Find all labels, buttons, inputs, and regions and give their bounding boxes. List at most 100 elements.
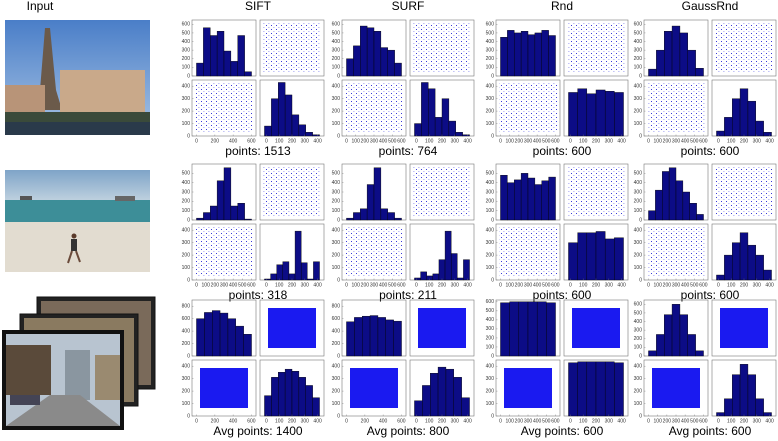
histogram-bar <box>210 35 218 77</box>
y-tick-label: 100 <box>332 401 341 407</box>
scatter-area <box>720 308 768 348</box>
y-tick-label: 300 <box>486 240 495 246</box>
histogram-bar <box>430 373 439 417</box>
histogram-bar <box>366 184 375 221</box>
y-tick-label: 200 <box>634 56 643 62</box>
y-tick-label: 400 <box>182 180 191 186</box>
x-tick-label: 100 <box>506 282 515 288</box>
y-tick-label: 100 <box>634 65 643 71</box>
y-tick-label: 400 <box>634 180 643 186</box>
y-tick-label: 100 <box>486 401 495 407</box>
histogram-bar <box>724 254 733 281</box>
x-tick-label: 400 <box>229 282 238 288</box>
histogram-bar <box>230 205 238 221</box>
histogram-bar <box>219 312 229 357</box>
x-tick-label: 300 <box>301 138 310 144</box>
x-tick-label: 400 <box>765 418 774 424</box>
histogram-bar <box>420 271 427 281</box>
y-tick-label: 100 <box>332 208 341 214</box>
x-tick-label: 100 <box>425 138 434 144</box>
histogram-bar <box>534 184 542 221</box>
histogram-bar <box>354 317 363 357</box>
x-tick-label: 300 <box>672 418 681 424</box>
x-tick-label: 100 <box>202 282 211 288</box>
x-tick-label: 100 <box>579 418 588 424</box>
y-tick-label: 200 <box>332 388 341 394</box>
y-tick-label: 100 <box>486 208 495 214</box>
x-tick-label: 300 <box>753 418 762 424</box>
histogram-bar <box>235 325 244 357</box>
panel-frame <box>191 79 257 137</box>
y-tick-label: 300 <box>332 376 341 382</box>
y-tick-label: 100 <box>634 265 643 271</box>
histogram-bar <box>305 132 313 137</box>
histogram-bar <box>196 62 204 77</box>
x-tick-label: 0 <box>195 418 198 424</box>
x-tick-label: 200 <box>740 418 749 424</box>
y-tick-label: 400 <box>332 180 341 186</box>
x-tick-label: 300 <box>451 138 460 144</box>
y-tick-label: 0 <box>187 73 190 79</box>
y-tick-label: 0 <box>187 277 190 283</box>
histogram-bar <box>243 334 252 357</box>
histogram-bar <box>264 395 272 417</box>
y-tick-label: 200 <box>182 252 191 258</box>
y-tick-label: 0 <box>491 277 494 283</box>
y-tick-label: 0 <box>491 413 494 419</box>
histogram-bar <box>732 98 741 137</box>
histogram-bar <box>520 31 529 77</box>
x-tick-label: 100 <box>425 418 434 424</box>
y-tick-label: 0 <box>639 413 642 419</box>
histogram-bar <box>216 31 225 77</box>
histogram-bar <box>223 167 232 221</box>
y-tick-label: 100 <box>182 401 191 407</box>
histogram-bar <box>387 212 395 221</box>
histogram-bar <box>500 174 508 221</box>
histogram-bar <box>648 210 656 221</box>
scatter-area <box>499 227 557 277</box>
histogram-bar <box>210 205 218 221</box>
x-tick-label: 200 <box>361 138 370 144</box>
scatter-area <box>647 227 705 277</box>
histogram-bar <box>577 361 588 417</box>
scatter-area <box>195 83 253 133</box>
y-tick-label: 100 <box>486 65 495 71</box>
x-tick-label: 0 <box>195 138 198 144</box>
histogram-bar <box>377 317 386 357</box>
x-tick-label: 500 <box>542 138 551 144</box>
histogram-bar <box>196 318 205 357</box>
x-tick-label: 200 <box>438 138 447 144</box>
method-header: GaussRnd <box>682 0 739 13</box>
histogram-bar <box>230 61 238 77</box>
y-tick-label: 0 <box>337 73 340 79</box>
histogram-bar <box>679 314 688 357</box>
x-tick-label: 200 <box>288 418 297 424</box>
x-tick-label: 0 <box>415 282 418 288</box>
y-tick-label: 0 <box>187 133 190 139</box>
histogram-bar <box>675 180 684 221</box>
x-tick-label: 400 <box>463 138 472 144</box>
histogram-bar <box>461 397 470 417</box>
y-tick-label: 100 <box>634 121 643 127</box>
histogram-bar <box>739 364 749 417</box>
x-tick-label: 400 <box>533 418 542 424</box>
histogram-bar <box>586 93 597 137</box>
panel-frame <box>711 19 777 77</box>
x-tick-label: 0 <box>569 282 572 288</box>
y-tick-label: 300 <box>634 189 643 195</box>
histogram-bar <box>203 27 211 77</box>
histogram-bar <box>284 368 293 417</box>
x-tick-label: 200 <box>740 138 749 144</box>
histogram-bar <box>604 238 615 281</box>
y-tick-label: 200 <box>182 199 191 205</box>
histogram-bar <box>432 273 440 281</box>
histogram-bar <box>271 377 279 417</box>
x-tick-label: 300 <box>524 138 533 144</box>
histogram-bar <box>278 82 286 137</box>
input-header: Input <box>27 0 54 13</box>
x-tick-label: 100 <box>654 138 663 144</box>
y-tick-label: 0 <box>337 353 340 359</box>
x-tick-label: 200 <box>515 282 524 288</box>
panel-frame <box>341 359 407 417</box>
x-tick-label: 200 <box>288 282 297 288</box>
